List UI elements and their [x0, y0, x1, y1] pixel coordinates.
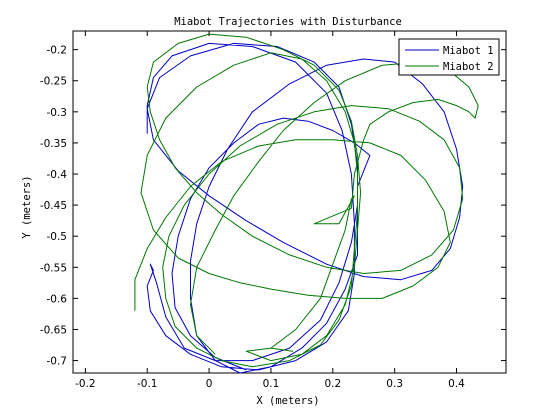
- chart-title: Miabot Trajectories with Disturbance: [174, 16, 402, 28]
- y-tick-label: -0.4: [47, 169, 68, 181]
- x-tick-label: -0.2: [75, 378, 96, 390]
- x-tick-label: -0.1: [137, 378, 158, 390]
- y-tick-label: -0.3: [47, 107, 68, 119]
- legend-label-miabot-2: Miabot 2: [443, 61, 494, 73]
- y-tick-label: -0.5: [47, 231, 68, 243]
- x-axis-label: X (meters): [256, 395, 319, 407]
- plot-area: [72, 30, 507, 374]
- y-axis-label: Y (meters): [21, 175, 33, 238]
- legend-box: [398, 38, 500, 76]
- x-tick-label: 0.1: [263, 378, 280, 390]
- y-axis: -0.7 -0.65 -0.6 -0.55 -0.5 -0.45 -0.4 -0.35 -0.3…: [40, 45, 506, 368]
- plot-frame: [72, 30, 507, 374]
- legend-label-miabot-1: Miabot 1: [443, 45, 494, 57]
- y-tick-label: -0.35: [40, 138, 67, 150]
- y-tick-label: -0.6: [47, 293, 68, 305]
- x-tick-label: 0.2: [324, 378, 341, 390]
- x-tick-label: 0: [206, 378, 213, 390]
- series-layer: [134, 33, 479, 374]
- legend: Miabot 1 Miabot 2: [398, 38, 500, 76]
- x-tick-label: 0.3: [386, 378, 403, 390]
- x-tick-label: 0.4: [448, 378, 465, 390]
- y-tick-label: -0.45: [40, 200, 67, 212]
- x-axis: -0.2 -0.1 0 0.1 0.2 0.3 0.4: [75, 31, 465, 390]
- y-tick-label: -0.7: [47, 356, 68, 368]
- series-line-2: [134, 33, 479, 368]
- y-tick-label: -0.65: [40, 324, 67, 336]
- y-tick-label: -0.2: [47, 45, 68, 57]
- y-tick-label: -0.55: [40, 262, 67, 274]
- y-tick-label: -0.25: [40, 76, 67, 88]
